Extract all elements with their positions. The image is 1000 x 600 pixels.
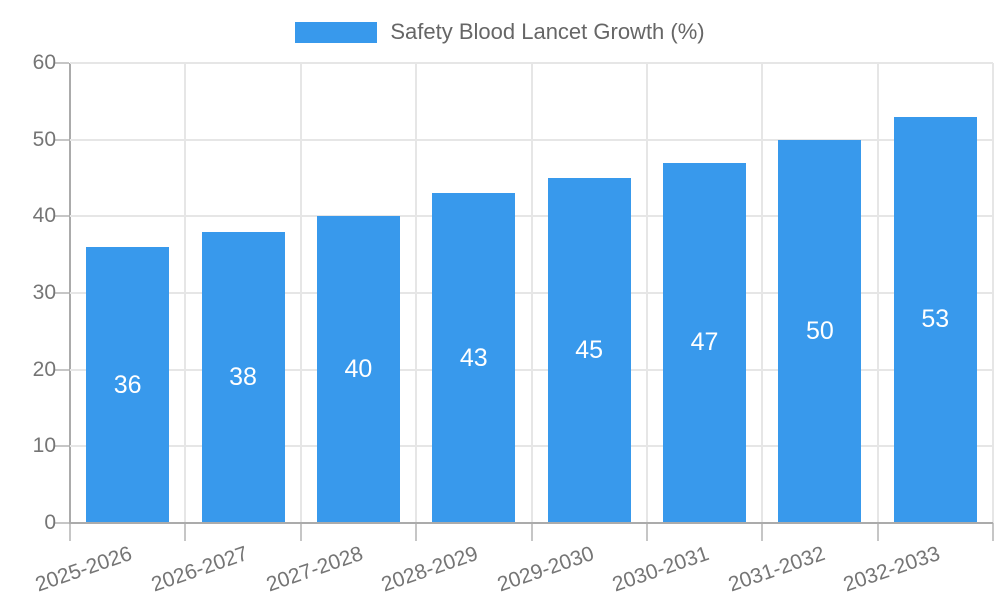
bar[interactable]: 38 xyxy=(201,231,285,523)
bar-value-label: 43 xyxy=(459,343,488,372)
bar[interactable]: 47 xyxy=(663,162,747,523)
x-axis-tick-label: 2026-2027 xyxy=(148,542,251,597)
x-axis-tick-label: 2031-2032 xyxy=(724,542,828,597)
x-axis-tick xyxy=(415,523,418,541)
v-gridline xyxy=(530,63,533,523)
bar[interactable]: 50 xyxy=(778,139,862,523)
y-axis-tick-label: 10 xyxy=(32,434,56,458)
y-axis-tick xyxy=(55,368,69,371)
v-gridline xyxy=(876,63,879,523)
x-axis-tick xyxy=(876,523,879,541)
y-axis-tick-label: 20 xyxy=(32,357,56,381)
bar[interactable]: 36 xyxy=(86,247,170,523)
v-gridline xyxy=(645,63,648,523)
y-axis-tick-label: 50 xyxy=(32,127,56,151)
legend-label: Safety Blood Lancet Growth (%) xyxy=(390,19,705,44)
x-axis-tick xyxy=(69,523,71,541)
v-gridline xyxy=(299,63,302,523)
y-axis-tick-label: 40 xyxy=(32,204,56,228)
bar-value-label: 53 xyxy=(921,305,950,334)
bar[interactable]: 53 xyxy=(893,116,977,523)
x-axis-tick xyxy=(645,523,648,541)
bar[interactable]: 43 xyxy=(432,193,516,523)
y-axis-tick-label: 0 xyxy=(44,511,56,534)
x-axis-tick-label: 2025-2026 xyxy=(32,542,136,597)
bar-value-label: 36 xyxy=(113,370,142,399)
y-axis-tick-label: 60 xyxy=(32,51,56,74)
v-gridline xyxy=(415,63,418,523)
y-axis-tick xyxy=(55,445,69,448)
v-gridline xyxy=(761,63,764,523)
x-axis-tick-label: 2029-2030 xyxy=(494,542,597,597)
x-axis-line xyxy=(69,522,993,524)
x-axis-tick xyxy=(530,523,533,541)
bar-value-label: 38 xyxy=(229,362,257,391)
x-axis-tick xyxy=(184,523,187,541)
x-axis-tick-label: 2030-2031 xyxy=(609,542,713,597)
legend-item[interactable]: Safety Blood Lancet Growth (%) xyxy=(0,19,1000,45)
bar-value-label: 45 xyxy=(575,336,604,364)
x-axis-tick xyxy=(761,523,764,541)
bar[interactable]: 45 xyxy=(547,178,631,523)
y-axis-tick-label: 30 xyxy=(32,281,56,304)
x-axis-tick-label: 2032-2033 xyxy=(840,542,943,597)
x-axis-tick-label: 2027-2028 xyxy=(263,542,366,597)
y-axis-tick xyxy=(55,215,69,218)
y-axis-tick xyxy=(55,138,69,141)
bar[interactable]: 40 xyxy=(316,216,400,523)
plot-area: 0 10 20 30 40 50 60 36 2025-2026 38 2026-2027 40 202… xyxy=(33,51,994,596)
legend-swatch xyxy=(295,21,378,43)
y-axis-tick xyxy=(55,292,69,294)
y-axis-tick xyxy=(55,62,69,64)
v-gridline xyxy=(184,63,187,523)
y-axis-tick xyxy=(55,522,69,524)
x-axis-tick-label: 2028-2029 xyxy=(378,542,482,597)
bar-value-label: 47 xyxy=(690,328,719,357)
x-axis-tick xyxy=(992,523,994,541)
x-axis-tick xyxy=(299,523,302,541)
v-gridline xyxy=(992,63,994,523)
bar-value-label: 50 xyxy=(806,316,834,345)
bar-value-label: 40 xyxy=(344,355,373,384)
